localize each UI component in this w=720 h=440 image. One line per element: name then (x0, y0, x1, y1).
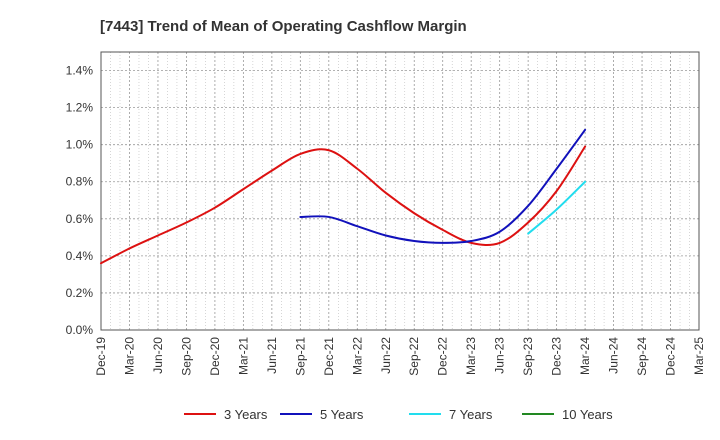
x-tick-label: Jun-20 (151, 337, 165, 374)
legend-item-7-years: 7 Years (409, 407, 493, 422)
y-tick-label: 0.4% (66, 249, 94, 263)
x-tick-label: Dec-21 (322, 337, 336, 376)
x-tick-label: Mar-25 (692, 337, 706, 375)
legend-label: 3 Years (224, 407, 268, 422)
grid-layer (100, 51, 700, 331)
chart-title: [7443] Trend of Mean of Operating Cashfl… (100, 18, 467, 35)
legend-item-3-years: 3 Years (184, 407, 268, 422)
legend: 3 Years 5 Years 7 Years 10 Years (184, 407, 613, 422)
legend-label: 7 Years (449, 407, 493, 422)
legend-label: 10 Years (562, 407, 613, 422)
legend-item-5-years: 5 Years (280, 407, 364, 422)
x-tick-label: Dec-24 (664, 337, 678, 376)
x-tick-label: Dec-19 (94, 337, 108, 376)
x-tick-label: Mar-20 (122, 337, 136, 375)
series-line-7-years (527, 180, 587, 235)
x-tick-label: Jun-22 (379, 337, 393, 374)
x-tick-label: Jun-23 (493, 337, 507, 374)
x-tick-label: Mar-24 (578, 337, 592, 375)
x-tick-label: Mar-21 (236, 337, 250, 375)
series-line-5-years (299, 128, 587, 244)
y-tick-label: 0.6% (66, 212, 94, 226)
x-tick-label: Dec-20 (208, 337, 222, 376)
series-line-3-years (100, 145, 587, 265)
y-tick-label: 1.4% (66, 64, 94, 78)
x-tick-label: Sep-20 (179, 337, 193, 376)
y-tick-label: 0.8% (66, 175, 94, 189)
y-tick-label: 1.2% (66, 101, 94, 115)
x-tick-label: Sep-22 (407, 337, 421, 376)
x-tick-label: Sep-24 (635, 337, 649, 376)
plot-area (101, 52, 699, 330)
x-tick-label: Sep-21 (293, 337, 307, 376)
y-tick-label: 0.2% (66, 286, 94, 300)
x-tick-label: Jun-24 (607, 337, 621, 374)
x-tick-label: Dec-22 (436, 337, 450, 376)
axis-layer: 0.0% 0.2% 0.4% 0.6% 0.8% 1.0% 1.2% 1.4% Dec-19 Ma… (66, 51, 706, 376)
x-tick-label: Mar-22 (350, 337, 364, 375)
legend-item-10-years: 10 Years (522, 407, 613, 422)
x-tick-label: Jun-21 (265, 337, 279, 374)
x-tick-label: Dec-23 (550, 337, 564, 376)
legend-label: 5 Years (320, 407, 364, 422)
plot-frame (100, 51, 700, 331)
x-tick-label: Sep-23 (521, 337, 535, 376)
y-tick-label: 1.0% (66, 138, 94, 152)
y-tick-label: 0.0% (66, 323, 94, 337)
series-layer (100, 128, 587, 265)
x-tick-label: Mar-23 (464, 337, 478, 375)
